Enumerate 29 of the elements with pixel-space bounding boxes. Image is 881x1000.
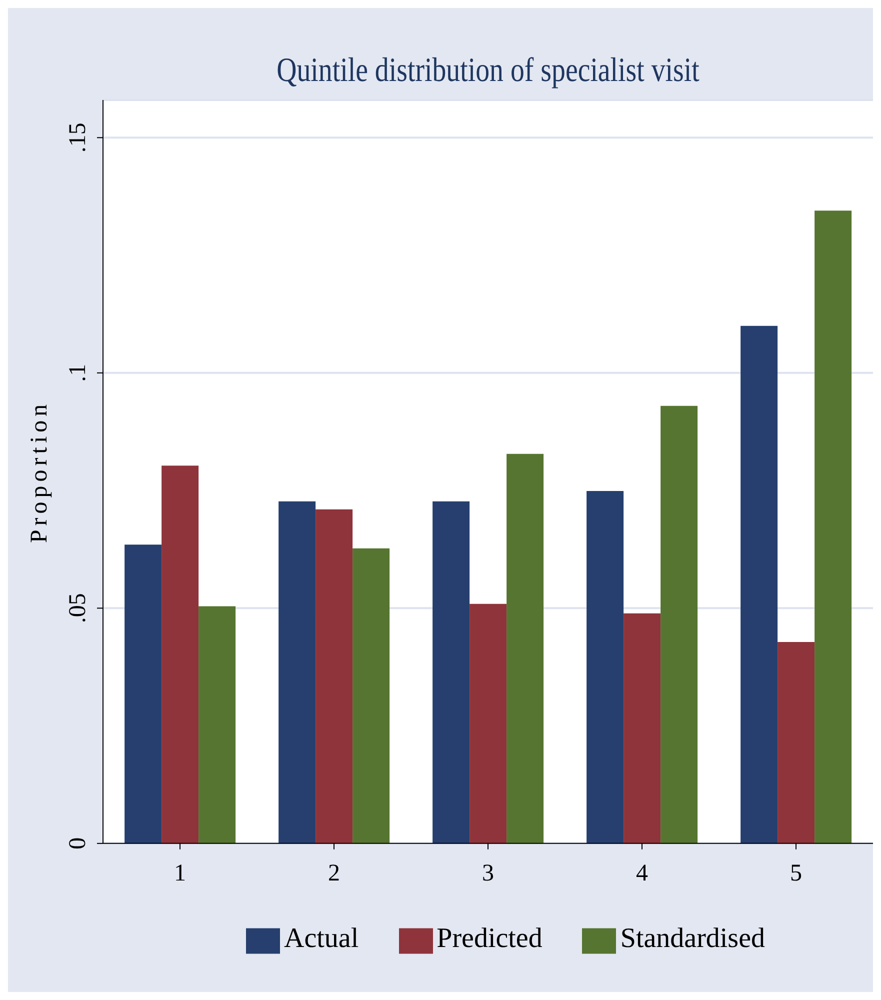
bar bbox=[124, 544, 162, 844]
x-tick-label: 5 bbox=[790, 860, 802, 886]
bar bbox=[352, 548, 390, 844]
bar bbox=[316, 509, 353, 844]
bar bbox=[740, 326, 778, 844]
bar bbox=[778, 642, 815, 844]
bar bbox=[432, 501, 470, 844]
y-tick-label: .05 bbox=[65, 593, 91, 624]
bar bbox=[162, 466, 199, 844]
y-axis-title: Proportion bbox=[26, 400, 53, 544]
bar bbox=[506, 454, 544, 844]
legend-label: Actual bbox=[284, 923, 359, 954]
x-tick-label: 2 bbox=[328, 860, 340, 886]
bar bbox=[586, 491, 624, 844]
bar bbox=[470, 604, 507, 844]
bar bbox=[278, 501, 316, 844]
bar bbox=[660, 406, 698, 844]
x-tick-label: 4 bbox=[636, 860, 648, 886]
y-tick-label: .15 bbox=[65, 122, 91, 153]
legend-label: Standardised bbox=[620, 923, 766, 954]
legend-label: Predicted bbox=[436, 923, 542, 954]
bar bbox=[624, 613, 661, 844]
x-tick-label: 3 bbox=[482, 860, 494, 886]
y-tick-label: 0 bbox=[65, 837, 91, 850]
y-tick-label: .1 bbox=[65, 364, 91, 382]
bar bbox=[198, 606, 236, 844]
x-tick-label: 1 bbox=[174, 860, 186, 886]
bar bbox=[814, 210, 852, 844]
chart-title: Quintile distribution of specialist visit bbox=[276, 52, 700, 90]
